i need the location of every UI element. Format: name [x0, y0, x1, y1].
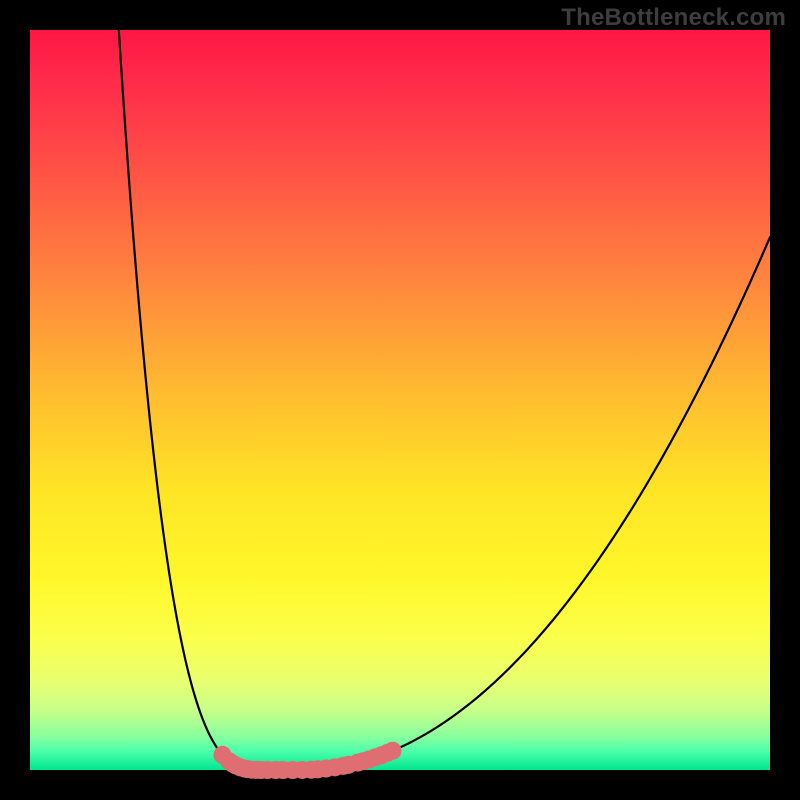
plot-background	[30, 30, 770, 770]
curve-marker	[384, 742, 402, 760]
bottleneck-chart	[0, 0, 800, 800]
watermark-text: TheBottleneck.com	[561, 4, 786, 32]
chart-container: TheBottleneck.com	[0, 0, 800, 800]
